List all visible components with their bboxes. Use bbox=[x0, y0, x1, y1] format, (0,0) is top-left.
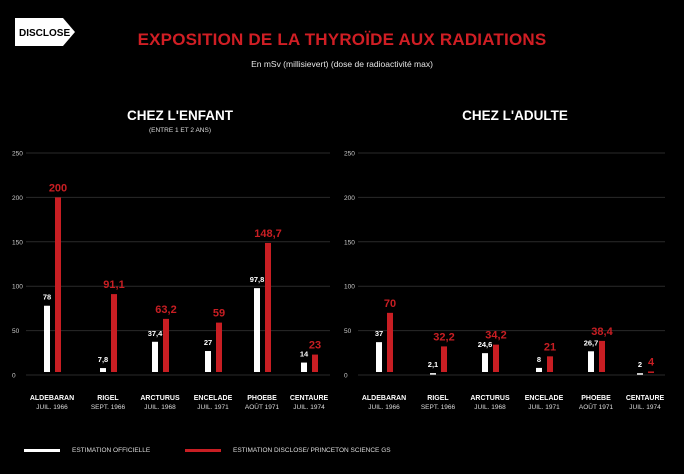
data-label-disclose: 32,2 bbox=[433, 331, 454, 343]
y-tick-label: 0 bbox=[344, 373, 348, 380]
data-label-disclose: 148,7 bbox=[254, 228, 282, 240]
bar-disclose bbox=[265, 242, 271, 372]
y-tick-label: 50 bbox=[12, 328, 20, 335]
data-label-disclose: 91,1 bbox=[103, 279, 124, 291]
x-date-label: AOÛT 1971 bbox=[245, 402, 280, 411]
data-label-disclose: 4 bbox=[648, 356, 655, 368]
x-date-label: JUIL. 1966 bbox=[368, 404, 400, 411]
bar-disclose bbox=[387, 312, 393, 372]
x-date-label: JUIL. 1968 bbox=[144, 404, 176, 411]
x-date-label: SEPT. 1966 bbox=[91, 404, 126, 411]
bar-official bbox=[44, 305, 50, 372]
bar-disclose bbox=[216, 322, 222, 372]
bar-official bbox=[482, 353, 488, 372]
x-date-label: JUIL. 1971 bbox=[197, 404, 229, 411]
x-category-label: ARCTURUS bbox=[140, 395, 180, 402]
bar-official bbox=[100, 368, 106, 372]
x-category-label: PHOEBE bbox=[247, 395, 277, 402]
data-label-official: 26,7 bbox=[584, 338, 599, 347]
x-date-label: JUIL. 1966 bbox=[36, 404, 68, 411]
chart-title: EXPOSITION DE LA THYROÏDE AUX RADIATIONS bbox=[137, 30, 547, 49]
bar-official bbox=[637, 373, 643, 375]
data-label-disclose: 63,2 bbox=[155, 304, 176, 316]
x-date-label: JUIL. 1971 bbox=[528, 404, 560, 411]
x-date-label: AOÛT 1971 bbox=[579, 402, 614, 411]
data-label-official: 14 bbox=[300, 350, 309, 359]
bar-official bbox=[588, 351, 594, 372]
bar-disclose bbox=[493, 344, 499, 372]
panel-title-adult: CHEZ L'ADULTE bbox=[462, 108, 568, 123]
y-tick-label: 100 bbox=[12, 284, 23, 291]
data-label-disclose: 59 bbox=[213, 308, 225, 320]
x-category-label: PHOEBE bbox=[581, 395, 611, 402]
bar-disclose bbox=[648, 371, 654, 373]
data-label-disclose: 38,4 bbox=[591, 326, 613, 338]
x-category-label: CENTAURE bbox=[626, 395, 665, 402]
data-label-disclose: 23 bbox=[309, 340, 321, 352]
legend-official-swatch bbox=[24, 449, 60, 452]
x-category-label: ENCELADE bbox=[194, 395, 233, 402]
x-category-label: ENCELADE bbox=[525, 395, 564, 402]
data-label-official: 37 bbox=[375, 329, 383, 338]
x-date-label: SEPT. 1966 bbox=[421, 404, 456, 411]
bar-disclose bbox=[599, 340, 605, 372]
bar-disclose bbox=[312, 354, 318, 372]
legend-disclose: ESTIMATION DISCLOSE/ PRINCETON SCIENCE G… bbox=[185, 447, 391, 454]
x-date-label: JUIL. 1974 bbox=[629, 404, 661, 411]
disclose-logo: DISCLOSE bbox=[15, 18, 75, 46]
bar-official bbox=[536, 367, 542, 372]
bar-official bbox=[254, 288, 260, 372]
data-label-disclose: 34,2 bbox=[485, 330, 506, 342]
y-tick-label: 200 bbox=[12, 195, 23, 202]
legend-official-label: ESTIMATION OFFICIELLE bbox=[72, 447, 151, 454]
bar-official bbox=[205, 351, 211, 372]
legend-disclose-swatch bbox=[185, 449, 221, 452]
x-date-label: JUIL. 1968 bbox=[474, 404, 506, 411]
x-category-label: ALDEBARAN bbox=[362, 395, 406, 402]
y-tick-label: 250 bbox=[12, 151, 23, 158]
legend-official: ESTIMATION OFFICIELLE bbox=[24, 447, 150, 454]
data-label-official: 24,6 bbox=[478, 340, 493, 349]
bar-disclose bbox=[163, 318, 169, 372]
x-category-label: ALDEBARAN bbox=[30, 395, 74, 402]
bar-disclose bbox=[441, 346, 447, 372]
chart-subtitle: En mSv (millisievert) (dose de radioacti… bbox=[251, 59, 433, 69]
data-label-official: 2,1 bbox=[428, 360, 438, 369]
bar-disclose bbox=[547, 356, 553, 372]
bar-official bbox=[152, 341, 158, 372]
x-category-label: RIGEL bbox=[97, 395, 119, 402]
data-label-official: 37,4 bbox=[148, 329, 163, 338]
y-tick-label: 200 bbox=[344, 195, 355, 202]
data-label-official: 8 bbox=[537, 355, 541, 364]
y-tick-label: 250 bbox=[344, 151, 355, 158]
data-label-official: 7,8 bbox=[98, 355, 108, 364]
panel-subtitle-child: (ENTRE 1 ET 2 ANS) bbox=[148, 127, 211, 134]
bar-disclose bbox=[55, 197, 61, 372]
x-category-label: CENTAURE bbox=[290, 395, 329, 402]
y-tick-label: 150 bbox=[344, 239, 355, 246]
data-label-disclose: 70 bbox=[384, 298, 396, 310]
data-label-official: 97,8 bbox=[250, 275, 265, 284]
bar-official bbox=[376, 342, 382, 372]
legend-disclose-label: ESTIMATION DISCLOSE/ PRINCETON SCIENCE G… bbox=[233, 447, 391, 454]
y-tick-label: 100 bbox=[344, 284, 355, 291]
data-label-official: 78 bbox=[43, 293, 51, 302]
bar-official bbox=[430, 373, 436, 375]
x-category-label: ARCTURUS bbox=[470, 395, 510, 402]
data-label-disclose: 200 bbox=[49, 182, 67, 194]
x-date-label: JUIL. 1974 bbox=[293, 404, 325, 411]
bar-disclose bbox=[111, 294, 117, 372]
x-category-label: RIGEL bbox=[427, 395, 449, 402]
logo-text: DISCLOSE bbox=[19, 28, 70, 39]
y-tick-label: 50 bbox=[344, 328, 352, 335]
y-tick-label: 150 bbox=[12, 239, 23, 246]
y-tick-label: 0 bbox=[12, 373, 16, 380]
data-label-official: 27 bbox=[204, 338, 212, 347]
data-label-official: 2 bbox=[638, 360, 642, 369]
bar-official bbox=[301, 362, 307, 372]
panel-title-child: CHEZ L'ENFANT bbox=[127, 108, 233, 123]
data-label-disclose: 21 bbox=[544, 341, 556, 353]
